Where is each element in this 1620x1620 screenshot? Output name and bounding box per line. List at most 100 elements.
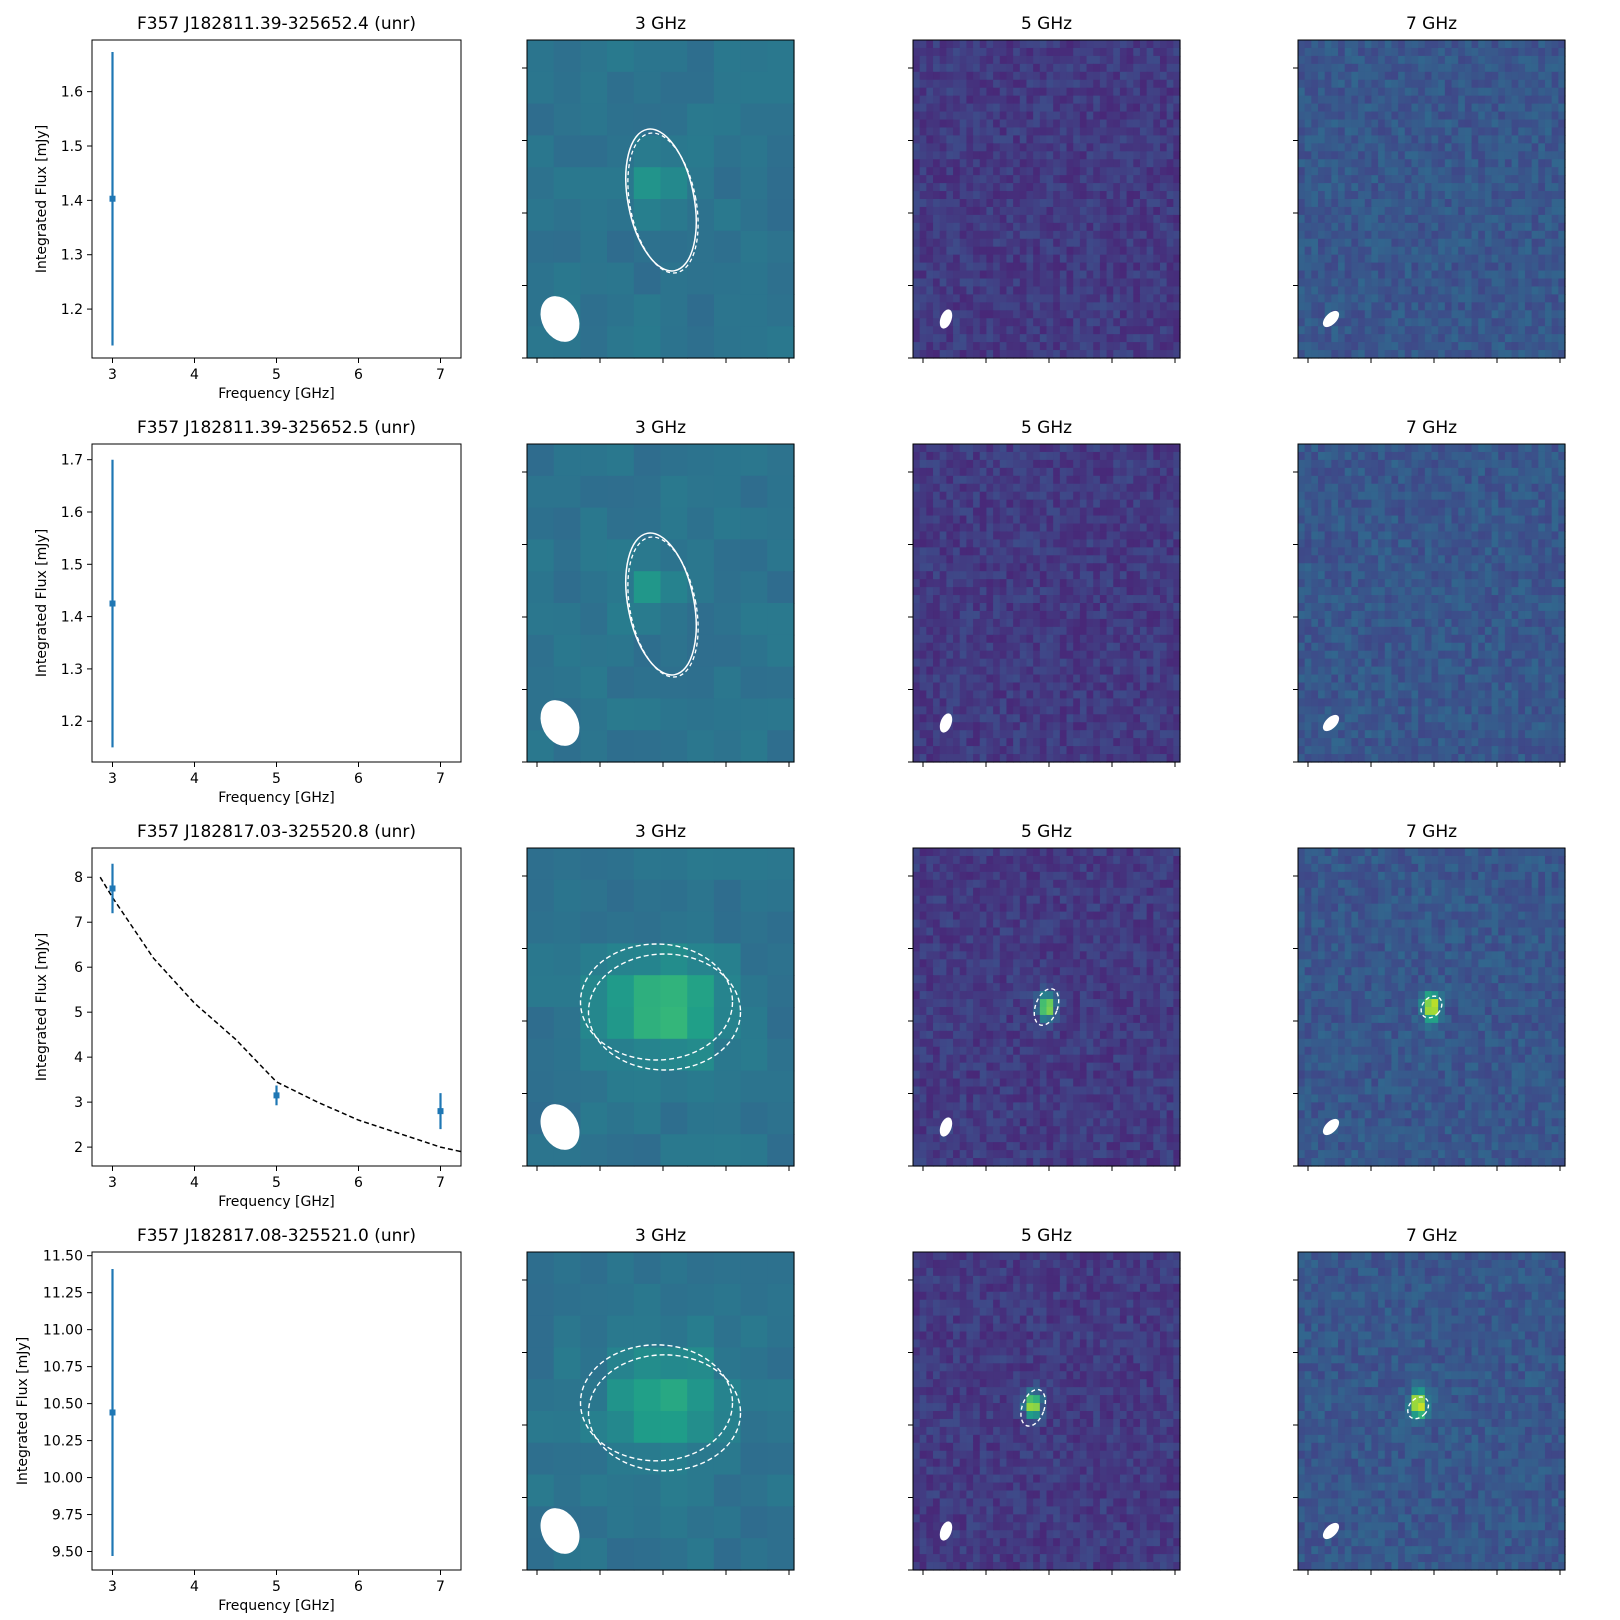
pixel bbox=[973, 563, 981, 572]
pixel bbox=[1113, 618, 1121, 628]
pixel bbox=[1491, 342, 1499, 351]
pixel bbox=[1444, 71, 1453, 81]
pixel bbox=[1491, 87, 1499, 97]
pixel bbox=[1384, 270, 1393, 280]
pixel bbox=[1531, 199, 1539, 208]
pixel bbox=[1418, 206, 1426, 216]
pixel bbox=[939, 111, 947, 121]
pixel bbox=[919, 71, 927, 81]
pixel bbox=[1364, 246, 1373, 256]
pixel bbox=[1318, 151, 1326, 160]
pixel bbox=[1119, 199, 1128, 208]
pixel bbox=[946, 87, 954, 97]
pixel bbox=[1444, 270, 1453, 280]
pixel bbox=[1013, 167, 1021, 176]
pixel bbox=[1458, 334, 1466, 343]
pixel bbox=[1113, 682, 1121, 692]
pixel bbox=[913, 722, 921, 731]
pixel bbox=[1484, 206, 1493, 216]
pixel bbox=[1113, 539, 1121, 548]
y-tick-label: 1.4 bbox=[61, 193, 83, 209]
pixel bbox=[1411, 326, 1419, 335]
pixel bbox=[939, 278, 947, 288]
pixel bbox=[1351, 159, 1359, 168]
pixel bbox=[1086, 95, 1094, 105]
pixel bbox=[926, 499, 934, 509]
pixel bbox=[1006, 286, 1014, 295]
pixel bbox=[1153, 47, 1161, 57]
pixel bbox=[1491, 143, 1499, 152]
pixel bbox=[1139, 444, 1148, 453]
pixel bbox=[1053, 159, 1061, 168]
pixel bbox=[1153, 111, 1161, 121]
pixel bbox=[1093, 658, 1101, 668]
pixel bbox=[1338, 214, 1346, 224]
pixel bbox=[1324, 342, 1332, 351]
pixel bbox=[966, 483, 974, 493]
pixel bbox=[1079, 350, 1088, 359]
pixel bbox=[1364, 55, 1373, 65]
pixel bbox=[1173, 318, 1181, 327]
pixel bbox=[1166, 690, 1174, 699]
pixel bbox=[1484, 199, 1493, 208]
pixel bbox=[1504, 230, 1513, 240]
pixel bbox=[1544, 79, 1553, 89]
pixel bbox=[1166, 610, 1174, 620]
pixel bbox=[1378, 286, 1386, 295]
pixel bbox=[1498, 63, 1506, 73]
pixel bbox=[986, 722, 994, 731]
pixel bbox=[1086, 183, 1094, 192]
pixel bbox=[660, 262, 688, 295]
pixel bbox=[1026, 222, 1034, 232]
pixel bbox=[1046, 294, 1054, 303]
pixel bbox=[1066, 206, 1074, 216]
pixel bbox=[1046, 183, 1054, 192]
pixel bbox=[1431, 71, 1439, 81]
pixel bbox=[1451, 230, 1459, 240]
pixel bbox=[1093, 63, 1101, 73]
pixel bbox=[973, 507, 981, 517]
pixel bbox=[919, 658, 927, 668]
pixel bbox=[1538, 286, 1546, 295]
pixel bbox=[979, 135, 988, 144]
pixel bbox=[1093, 135, 1101, 144]
pixel bbox=[1166, 571, 1174, 580]
pixel bbox=[1371, 230, 1379, 240]
pixel bbox=[1524, 127, 1533, 136]
pixel bbox=[527, 135, 555, 168]
pixel bbox=[913, 40, 921, 49]
pixel bbox=[1384, 318, 1393, 327]
pixel bbox=[1006, 199, 1014, 208]
pixel bbox=[1298, 246, 1306, 256]
pixel bbox=[1006, 634, 1014, 644]
pixel bbox=[1013, 595, 1021, 604]
pixel bbox=[1358, 127, 1366, 136]
pixel bbox=[1404, 214, 1413, 224]
pixel bbox=[1026, 666, 1034, 676]
pixel bbox=[1358, 87, 1366, 97]
pixel bbox=[959, 278, 967, 288]
pixel bbox=[1033, 626, 1041, 636]
pixel bbox=[1113, 698, 1121, 707]
pixel bbox=[580, 71, 608, 105]
pixel bbox=[1458, 254, 1466, 264]
pixel bbox=[959, 214, 967, 224]
pixel bbox=[1133, 698, 1141, 707]
pixel bbox=[1351, 40, 1359, 49]
pixel bbox=[1146, 167, 1154, 176]
pixel bbox=[1053, 40, 1061, 49]
pixel bbox=[1498, 230, 1506, 240]
pixel bbox=[1106, 111, 1114, 121]
pixel bbox=[740, 730, 768, 763]
pixel bbox=[1491, 135, 1499, 144]
pixel bbox=[1033, 159, 1041, 168]
pixel bbox=[1073, 350, 1081, 359]
pixel bbox=[993, 191, 1001, 200]
pixel bbox=[1484, 302, 1493, 311]
pixel bbox=[1059, 507, 1068, 517]
pixel bbox=[1059, 63, 1068, 73]
pixel bbox=[953, 111, 961, 121]
pixel bbox=[1079, 674, 1088, 684]
pixel bbox=[1404, 342, 1413, 351]
pixel bbox=[1033, 254, 1041, 264]
